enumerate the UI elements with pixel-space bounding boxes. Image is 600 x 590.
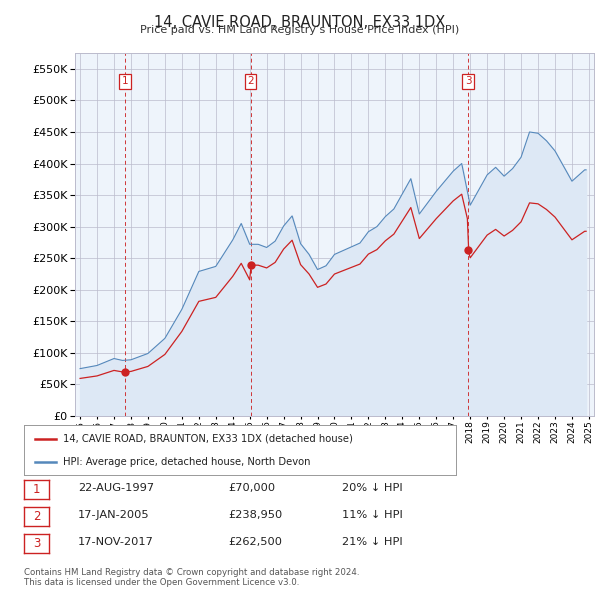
Text: 3: 3	[465, 77, 472, 87]
Text: Contains HM Land Registry data © Crown copyright and database right 2024.
This d: Contains HM Land Registry data © Crown c…	[24, 568, 359, 587]
Text: 14, CAVIE ROAD, BRAUNTON, EX33 1DX (detached house): 14, CAVIE ROAD, BRAUNTON, EX33 1DX (deta…	[63, 434, 353, 444]
Text: 22-AUG-1997: 22-AUG-1997	[78, 483, 154, 493]
Text: £238,950: £238,950	[228, 510, 282, 520]
Text: 14, CAVIE ROAD, BRAUNTON, EX33 1DX: 14, CAVIE ROAD, BRAUNTON, EX33 1DX	[154, 15, 446, 30]
Text: 3: 3	[33, 537, 40, 550]
Text: 1: 1	[122, 77, 128, 87]
Text: £262,500: £262,500	[228, 537, 282, 547]
Text: 2: 2	[247, 77, 254, 87]
Text: HPI: Average price, detached house, North Devon: HPI: Average price, detached house, Nort…	[63, 457, 310, 467]
Text: 11% ↓ HPI: 11% ↓ HPI	[342, 510, 403, 520]
Text: 17-JAN-2005: 17-JAN-2005	[78, 510, 149, 520]
Text: 21% ↓ HPI: 21% ↓ HPI	[342, 537, 403, 547]
Text: £70,000: £70,000	[228, 483, 275, 493]
Text: 20% ↓ HPI: 20% ↓ HPI	[342, 483, 403, 493]
Text: 17-NOV-2017: 17-NOV-2017	[78, 537, 154, 547]
Text: 2: 2	[33, 510, 40, 523]
Text: 1: 1	[33, 483, 40, 496]
Text: Price paid vs. HM Land Registry’s House Price Index (HPI): Price paid vs. HM Land Registry’s House …	[140, 25, 460, 35]
